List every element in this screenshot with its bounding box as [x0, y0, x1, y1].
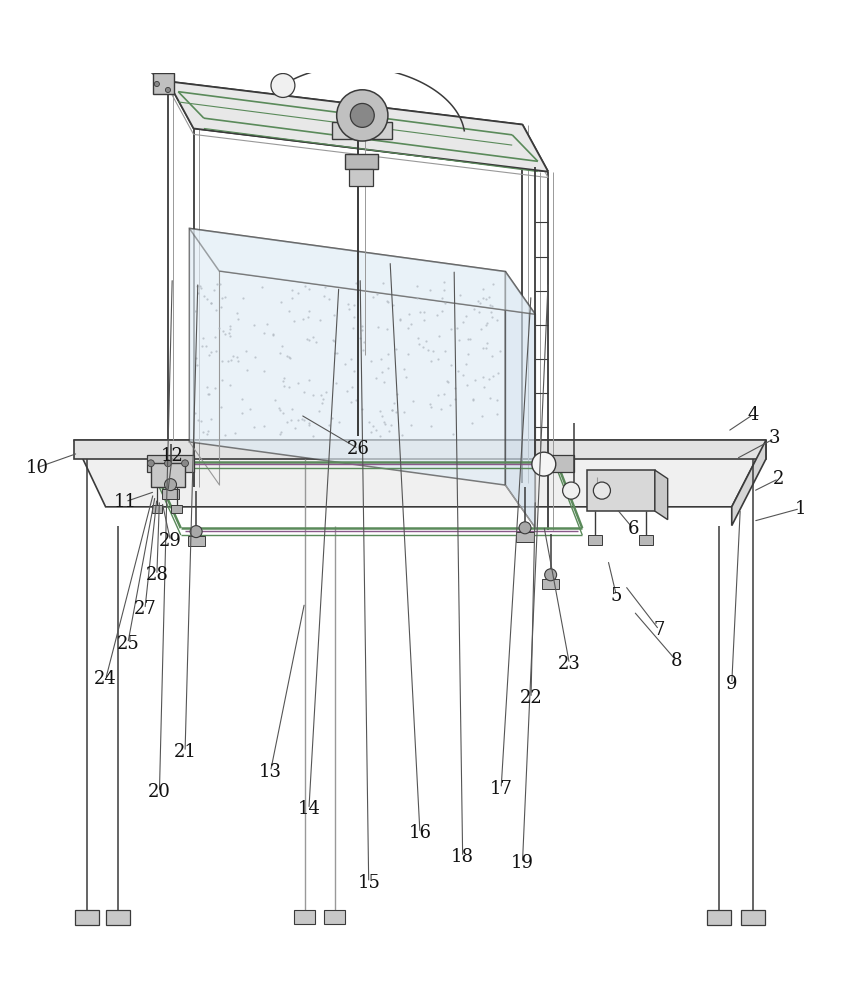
Bar — [295, 910, 315, 924]
Text: 21: 21 — [174, 743, 196, 761]
Text: 27: 27 — [134, 600, 156, 618]
Bar — [588, 535, 602, 545]
Circle shape — [562, 482, 579, 499]
Text: 6: 6 — [628, 520, 639, 538]
Bar — [75, 910, 99, 925]
Text: 18: 18 — [451, 848, 474, 866]
Circle shape — [147, 460, 154, 467]
Bar — [171, 505, 182, 513]
Text: 5: 5 — [611, 587, 622, 605]
Text: 12: 12 — [161, 447, 183, 465]
Text: 24: 24 — [94, 670, 117, 688]
Text: 13: 13 — [259, 763, 282, 781]
Bar — [162, 489, 179, 499]
Polygon shape — [168, 81, 548, 172]
Text: 15: 15 — [357, 874, 381, 892]
Text: 26: 26 — [347, 440, 370, 458]
Circle shape — [532, 452, 556, 476]
Bar — [333, 122, 393, 139]
Bar — [153, 73, 174, 94]
Text: 8: 8 — [670, 652, 682, 670]
Text: 9: 9 — [726, 675, 738, 693]
Polygon shape — [189, 228, 506, 485]
Polygon shape — [655, 470, 668, 520]
Polygon shape — [74, 440, 766, 507]
Bar — [741, 910, 765, 925]
Circle shape — [545, 569, 557, 581]
Bar — [151, 463, 185, 487]
Polygon shape — [74, 440, 766, 459]
Polygon shape — [189, 228, 536, 314]
Bar — [147, 455, 194, 472]
Text: 28: 28 — [146, 566, 168, 584]
Circle shape — [271, 74, 295, 97]
Polygon shape — [506, 272, 536, 528]
Text: 29: 29 — [159, 532, 182, 550]
Polygon shape — [732, 440, 766, 526]
Circle shape — [165, 87, 171, 93]
Circle shape — [351, 103, 375, 127]
Bar — [586, 470, 655, 511]
Circle shape — [519, 522, 531, 534]
Text: 22: 22 — [519, 689, 542, 707]
Text: 2: 2 — [773, 470, 784, 488]
Bar — [345, 154, 378, 169]
Circle shape — [190, 526, 202, 538]
Text: 19: 19 — [511, 854, 534, 872]
Bar — [106, 910, 130, 925]
Text: 7: 7 — [653, 621, 665, 639]
Bar — [517, 532, 534, 542]
Bar — [707, 910, 731, 925]
Bar — [542, 579, 560, 589]
Bar — [540, 455, 573, 472]
Circle shape — [165, 479, 177, 491]
Text: 20: 20 — [148, 783, 171, 801]
Bar — [639, 535, 653, 545]
Text: 23: 23 — [558, 655, 581, 673]
Bar — [188, 536, 205, 546]
Circle shape — [593, 482, 610, 499]
Text: 25: 25 — [117, 635, 139, 653]
Bar — [350, 169, 374, 186]
Text: 17: 17 — [489, 780, 512, 798]
Text: 10: 10 — [26, 459, 49, 477]
Text: 4: 4 — [747, 406, 758, 424]
Bar — [152, 505, 162, 513]
Text: 1: 1 — [794, 500, 806, 518]
Circle shape — [165, 460, 171, 467]
Text: 3: 3 — [769, 429, 780, 447]
Circle shape — [337, 90, 388, 141]
Circle shape — [154, 81, 159, 87]
Bar — [324, 910, 345, 924]
Circle shape — [182, 460, 189, 467]
Text: 16: 16 — [409, 824, 431, 842]
Text: 14: 14 — [297, 800, 321, 818]
Text: 11: 11 — [114, 493, 137, 511]
